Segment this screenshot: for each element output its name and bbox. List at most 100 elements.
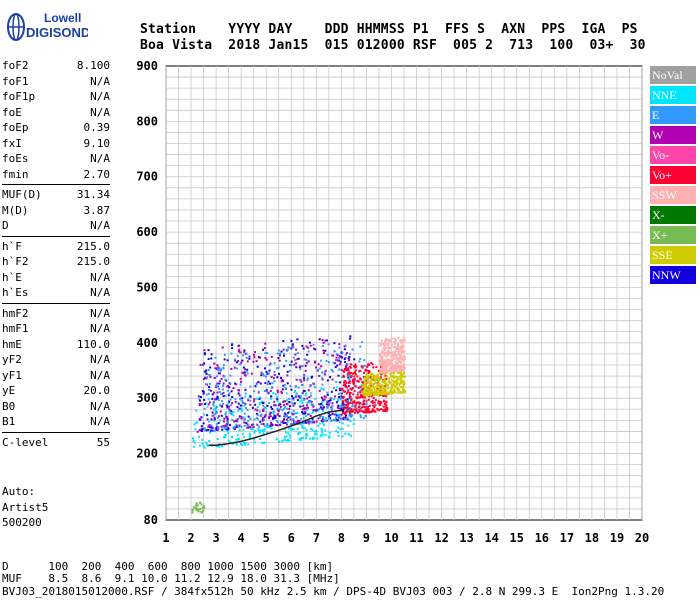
echo-point (346, 367, 349, 370)
echo-point (196, 507, 199, 510)
echo-point (389, 373, 392, 376)
echo-point (263, 389, 266, 392)
footer-file-info: BVJ03_2018015012000.RSF / 384fx512h 50 k… (2, 585, 665, 598)
legend-item-nnw: NNW (650, 266, 696, 284)
echo-point (378, 387, 381, 390)
echo-point (330, 390, 333, 393)
echo-point (283, 412, 286, 415)
echo-point (244, 402, 247, 405)
param-label: B1 (2, 415, 16, 428)
echo-point (326, 391, 329, 394)
echo-point (320, 365, 323, 368)
echo-point (208, 401, 211, 404)
echo-point (359, 391, 362, 394)
echo-point (349, 366, 352, 369)
echo-point (266, 383, 269, 386)
echo-point (209, 429, 212, 432)
echo-point (368, 395, 371, 398)
echo-point (307, 406, 310, 409)
echo-point (210, 357, 213, 360)
echo-point (343, 411, 346, 414)
echo-point (273, 371, 276, 374)
echo-point (374, 381, 377, 384)
echo-point (341, 410, 344, 413)
echo-point (383, 402, 386, 405)
echo-point (379, 344, 382, 347)
echo-point (396, 365, 399, 368)
echo-point (393, 372, 396, 375)
echo-point (238, 363, 241, 366)
echo-point (370, 372, 373, 375)
echo-point (363, 359, 366, 362)
echo-point (361, 396, 364, 399)
echo-point (391, 352, 394, 355)
echo-point (352, 383, 355, 386)
echo-point (364, 414, 367, 417)
echo-point (196, 430, 199, 433)
echo-point (334, 419, 337, 422)
echo-point (259, 401, 262, 404)
x-tick-label: 4 (238, 531, 245, 545)
echo-point (347, 389, 350, 392)
echo-point (319, 406, 322, 409)
param-value: N/A (90, 270, 110, 284)
echo-point (380, 365, 383, 368)
echo-point (214, 356, 217, 359)
echo-point (348, 356, 351, 359)
echo-point (215, 428, 218, 431)
echo-point (362, 387, 365, 390)
echo-point (341, 412, 344, 415)
echo-point (349, 434, 352, 437)
echo-point (272, 377, 275, 380)
echo-point (348, 391, 351, 394)
echo-point (367, 394, 370, 397)
echo-point (401, 374, 404, 377)
echo-point (266, 404, 269, 407)
echo-point (376, 407, 379, 410)
auto-version: 500200 (2, 516, 42, 529)
echo-point (398, 388, 401, 391)
param-row: yF2 N/A (2, 352, 110, 368)
echo-point (268, 417, 271, 420)
echo-point (210, 407, 213, 410)
echo-point (393, 385, 396, 388)
echo-point (301, 344, 304, 347)
echo-point (304, 412, 307, 415)
echo-point (293, 421, 296, 424)
echo-point (218, 372, 221, 375)
echo-point (403, 375, 406, 378)
echo-point (355, 409, 358, 412)
echo-point (333, 342, 336, 345)
echo-point (215, 397, 218, 400)
echo-point (248, 355, 251, 358)
echo-point (371, 378, 374, 381)
echo-point (301, 408, 304, 411)
echo-point (395, 370, 398, 373)
echo-point (322, 406, 325, 409)
echo-point (230, 352, 233, 355)
echo-point (402, 380, 405, 383)
echo-point (246, 425, 249, 428)
echo-point (337, 434, 340, 437)
echo-point (390, 368, 393, 371)
echo-point (321, 401, 324, 404)
echo-point (367, 375, 370, 378)
param-separator (2, 302, 110, 304)
echo-point (316, 437, 319, 440)
echo-point (268, 402, 271, 405)
echo-point (331, 370, 334, 373)
echo-point (208, 424, 211, 427)
echo-point (294, 389, 297, 392)
echo-point (388, 363, 391, 366)
echo-point (282, 339, 285, 342)
echo-point (225, 404, 228, 407)
echo-point (334, 362, 337, 365)
echo-point (338, 415, 341, 418)
echo-point (207, 368, 210, 371)
echo-point (344, 383, 347, 386)
echo-point (260, 413, 263, 416)
echo-point (263, 428, 266, 431)
echo-point (209, 431, 212, 434)
echo-point (338, 396, 341, 399)
echo-point (200, 429, 203, 432)
